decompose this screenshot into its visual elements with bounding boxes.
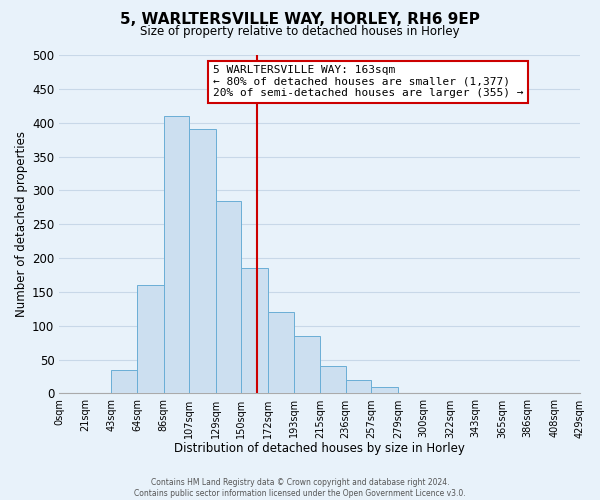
Bar: [216, 200, 241, 394]
Bar: [320, 366, 346, 394]
X-axis label: Distribution of detached houses by size in Horley: Distribution of detached houses by size …: [174, 442, 465, 455]
Bar: [112, 370, 137, 394]
Bar: [164, 116, 189, 394]
Text: Contains HM Land Registry data © Crown copyright and database right 2024.
Contai: Contains HM Land Registry data © Crown c…: [134, 478, 466, 498]
Bar: [268, 312, 293, 394]
Text: 5, WARLTERSVILLE WAY, HORLEY, RH6 9EP: 5, WARLTERSVILLE WAY, HORLEY, RH6 9EP: [120, 12, 480, 28]
Bar: [189, 130, 216, 394]
Bar: [293, 336, 320, 394]
Bar: [371, 386, 398, 394]
Bar: [346, 380, 371, 394]
Text: Size of property relative to detached houses in Horley: Size of property relative to detached ho…: [140, 25, 460, 38]
Y-axis label: Number of detached properties: Number of detached properties: [15, 131, 28, 317]
Text: 5 WARLTERSVILLE WAY: 163sqm
← 80% of detached houses are smaller (1,377)
20% of : 5 WARLTERSVILLE WAY: 163sqm ← 80% of det…: [213, 65, 523, 98]
Bar: [241, 268, 268, 394]
Bar: [137, 285, 164, 394]
